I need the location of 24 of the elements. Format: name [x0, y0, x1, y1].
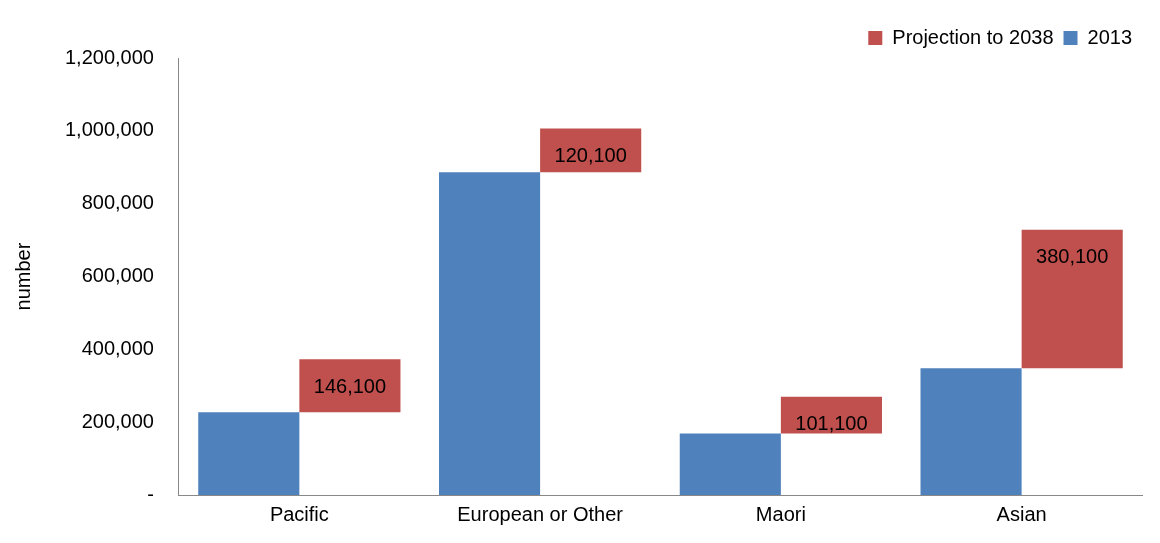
y-tick-label: 400,000: [81, 336, 154, 359]
y-tick-label: 600,000: [81, 264, 154, 287]
x-tick-label: Asian: [996, 502, 1047, 525]
bar: [438, 172, 541, 495]
y-tick-label: 200,000: [81, 409, 154, 432]
bar: [299, 359, 401, 413]
bar: [1021, 229, 1123, 369]
y-tick-label: 1,000,000: [64, 118, 154, 141]
bar: [679, 433, 781, 495]
data-label: 120,100: [554, 144, 627, 167]
y-tick-label: -: [147, 482, 154, 505]
legend-label: 2013: [1087, 25, 1133, 48]
x-tick-label: European or Other: [457, 502, 624, 525]
legend-label: Projection to 2038: [892, 25, 1054, 48]
data-label: 146,100: [313, 374, 387, 397]
data-label: 380,100: [1036, 245, 1109, 268]
bar: [198, 412, 300, 495]
data-label: 101,100: [795, 412, 868, 435]
y-axis-title: number: [11, 242, 34, 311]
y-tick-label: 1,200,000: [64, 45, 154, 68]
x-tick-label: Pacific: [269, 502, 329, 525]
y-tick-label: 800,000: [81, 191, 154, 214]
x-tick-label: Maori: [755, 502, 806, 525]
bar: [920, 368, 1022, 495]
